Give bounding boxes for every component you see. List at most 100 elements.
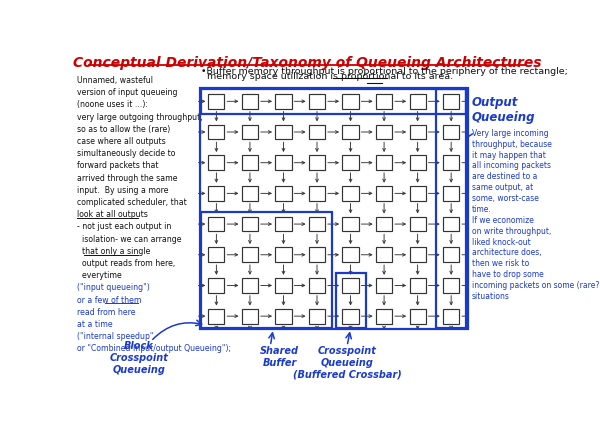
- Text: incoming packets on some (rare?): incoming packets on some (rare?): [472, 281, 600, 290]
- Bar: [410, 217, 425, 232]
- Text: simultaneously decide to: simultaneously decide to: [77, 149, 176, 158]
- Bar: [443, 247, 459, 262]
- Text: are destined to a: are destined to a: [472, 172, 537, 181]
- Bar: [208, 186, 224, 201]
- Bar: [309, 94, 325, 109]
- Bar: [343, 247, 359, 262]
- Bar: [309, 125, 325, 140]
- Text: forward packets that: forward packets that: [77, 161, 159, 170]
- Bar: [208, 94, 224, 109]
- Bar: [343, 217, 359, 232]
- Text: Conceptual Derivation/Taxonomy of Queueing Architectures: Conceptual Derivation/Taxonomy of Queuei…: [73, 56, 542, 70]
- Bar: [242, 125, 258, 140]
- Text: architecture does,: architecture does,: [472, 248, 541, 257]
- Text: liked knock-out: liked knock-out: [472, 238, 530, 247]
- Bar: [376, 278, 392, 293]
- Text: have to drop some: have to drop some: [472, 270, 544, 279]
- Bar: [343, 186, 359, 201]
- Bar: [343, 278, 359, 293]
- Bar: [410, 125, 425, 140]
- Text: •Buffer memory throughput is proportional to the periphery of the rectangle;: •Buffer memory throughput is proportiona…: [200, 67, 568, 76]
- Text: everytime: everytime: [77, 271, 122, 280]
- Bar: [208, 309, 224, 324]
- Text: Output: Output: [472, 96, 518, 109]
- Bar: [309, 186, 325, 201]
- Bar: [202, 89, 466, 113]
- Bar: [309, 155, 325, 170]
- Bar: [335, 273, 365, 328]
- Text: Crosspoint
Queueing
(Buffered Crossbar): Crosspoint Queueing (Buffered Crossbar): [293, 346, 401, 380]
- Bar: [275, 155, 292, 170]
- Bar: [443, 155, 459, 170]
- Bar: [343, 155, 359, 170]
- Bar: [443, 217, 459, 232]
- Text: very large outgoing throughput,: very large outgoing throughput,: [77, 113, 203, 122]
- Bar: [275, 309, 292, 324]
- Text: so as to allow the (rare): so as to allow the (rare): [77, 125, 170, 134]
- Text: same output, at: same output, at: [472, 183, 533, 192]
- Bar: [343, 125, 359, 140]
- Bar: [242, 94, 258, 109]
- Bar: [275, 186, 292, 201]
- Bar: [208, 247, 224, 262]
- Bar: [200, 88, 467, 330]
- Text: Queueing: Queueing: [472, 111, 535, 124]
- Bar: [410, 309, 425, 324]
- Text: some, worst-case: some, worst-case: [472, 194, 539, 203]
- Bar: [242, 247, 258, 262]
- Text: case where all outputs: case where all outputs: [77, 137, 166, 146]
- Bar: [208, 155, 224, 170]
- Bar: [410, 155, 425, 170]
- Bar: [410, 186, 425, 201]
- Bar: [309, 278, 325, 293]
- Text: that only a single: that only a single: [77, 247, 151, 256]
- Text: ("internal speedup": ("internal speedup": [77, 332, 154, 341]
- Bar: [275, 278, 292, 293]
- Bar: [242, 186, 258, 201]
- Text: If we economize: If we economize: [472, 216, 533, 225]
- Text: on write throughput,: on write throughput,: [472, 227, 551, 236]
- Text: output reads from here,: output reads from here,: [77, 259, 176, 268]
- Bar: [202, 212, 332, 328]
- Bar: [376, 186, 392, 201]
- Text: or a few of them: or a few of them: [77, 296, 142, 305]
- Bar: [376, 94, 392, 109]
- Bar: [208, 278, 224, 293]
- Bar: [436, 89, 466, 328]
- Text: arrived through the same: arrived through the same: [77, 174, 178, 183]
- Bar: [376, 309, 392, 324]
- Bar: [443, 186, 459, 201]
- Bar: [376, 247, 392, 262]
- Text: situations: situations: [472, 292, 509, 301]
- Bar: [443, 278, 459, 293]
- Bar: [309, 247, 325, 262]
- Text: look at all outputs: look at all outputs: [77, 210, 148, 219]
- Bar: [242, 155, 258, 170]
- Text: version of input queueing: version of input queueing: [77, 88, 178, 97]
- Text: memory space utilization is proportional to its area.: memory space utilization is proportional…: [200, 72, 452, 81]
- Bar: [242, 217, 258, 232]
- Text: or "Combined Input/output Queueing");: or "Combined Input/output Queueing");: [77, 345, 232, 354]
- Bar: [410, 278, 425, 293]
- Text: then we risk to: then we risk to: [472, 259, 529, 268]
- Bar: [208, 217, 224, 232]
- Bar: [275, 247, 292, 262]
- Bar: [443, 125, 459, 140]
- Text: isolation- we can arrange: isolation- we can arrange: [77, 235, 182, 244]
- Bar: [275, 94, 292, 109]
- Text: Very large incoming: Very large incoming: [472, 129, 548, 138]
- Bar: [309, 309, 325, 324]
- Text: Unnamed, wasteful: Unnamed, wasteful: [77, 76, 154, 85]
- Text: complicated scheduler, that: complicated scheduler, that: [77, 198, 187, 207]
- Bar: [242, 278, 258, 293]
- Text: throughput, because: throughput, because: [472, 140, 551, 149]
- Bar: [343, 309, 359, 324]
- Text: at a time: at a time: [77, 320, 113, 329]
- Text: ("input queueing"): ("input queueing"): [77, 283, 150, 292]
- Bar: [443, 94, 459, 109]
- Text: (noone uses it ...):: (noone uses it ...):: [77, 101, 148, 110]
- Bar: [376, 125, 392, 140]
- Text: read from here: read from here: [77, 308, 136, 317]
- Text: Block
Crosspoint
Queueing: Block Crosspoint Queueing: [110, 342, 169, 374]
- Text: Shared
Buffer: Shared Buffer: [260, 346, 299, 368]
